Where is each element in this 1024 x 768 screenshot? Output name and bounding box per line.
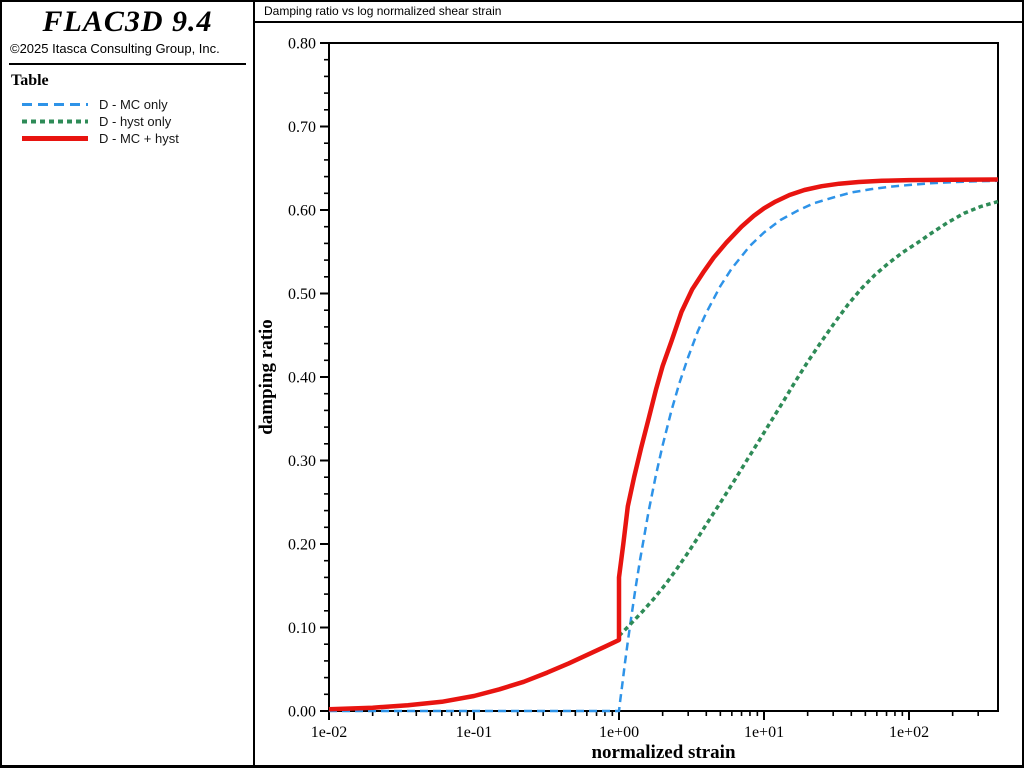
y-tick-label: 0.40 [288, 370, 316, 387]
y-tick-label: 0.10 [288, 620, 316, 637]
copyright-text: ©2025 Itasca Consulting Group, Inc. [10, 41, 220, 56]
y-tick-label: 0.50 [288, 286, 316, 303]
y-tick-label: 0.00 [288, 704, 316, 721]
y-tick-label: 0.60 [288, 203, 316, 220]
y-axis-label: damping ratio [256, 319, 277, 435]
y-tick-label: 0.70 [288, 119, 316, 136]
sidebar-divider [9, 63, 246, 65]
legend-item: D - hyst only [21, 113, 253, 130]
legend-item: D - MC only [21, 96, 253, 113]
legend-title: Table [11, 72, 49, 89]
plot-title: Damping ratio vs log normalized shear st… [264, 4, 502, 18]
app-logo: FLAC3D 9.4 [42, 5, 213, 38]
series-d-mc-only [329, 179, 998, 713]
series-d-hyst-only [617, 199, 999, 638]
series-d-mc-hyst [328, 177, 998, 712]
legend-line-sample [22, 103, 88, 106]
x-tick-label: 1e+01 [744, 724, 784, 741]
chart-canvas[interactable]: 0.00 0.10 0.20 0.30 0.40 0.50 0.60 0.70 0.80 1e-0… [255, 23, 1022, 765]
x-tick-label: 1e-02 [311, 724, 347, 741]
sidebar: FLAC3D 9.4 ©2025 Itasca Consulting Group… [2, 2, 255, 765]
y-tick-label: 0.80 [288, 36, 316, 53]
y-tick-label: 0.20 [288, 537, 316, 554]
plot-title-bar: Damping ratio vs log normalized shear st… [255, 2, 1022, 23]
chart-area: 0.00 0.10 0.20 0.30 0.40 0.50 0.60 0.70 0.80 1e-0… [255, 23, 1022, 765]
x-tick-label: 1e+02 [889, 724, 929, 741]
x-tick-label: 1e-01 [456, 724, 492, 741]
x-axis-label: normalized strain [591, 742, 736, 763]
legend-item-label: D - hyst only [99, 114, 172, 129]
legend: D - MC only D - hyst only D - MC + hyst [2, 96, 253, 147]
x-tick-label: 1e+00 [599, 724, 639, 741]
legend-line-sample [22, 119, 88, 124]
legend-item: D - MC + hyst [21, 130, 253, 147]
y-tick-label: 0.30 [288, 453, 316, 470]
axes: 0.00 0.10 0.20 0.30 0.40 0.50 0.60 0.70 0.80 1e-0… [256, 36, 999, 763]
legend-item-label: D - MC only [99, 97, 168, 112]
legend-item-label: D - MC + hyst [99, 131, 179, 146]
legend-line-sample [22, 136, 88, 141]
plot-pane: Damping ratio vs log normalized shear st… [255, 2, 1022, 765]
